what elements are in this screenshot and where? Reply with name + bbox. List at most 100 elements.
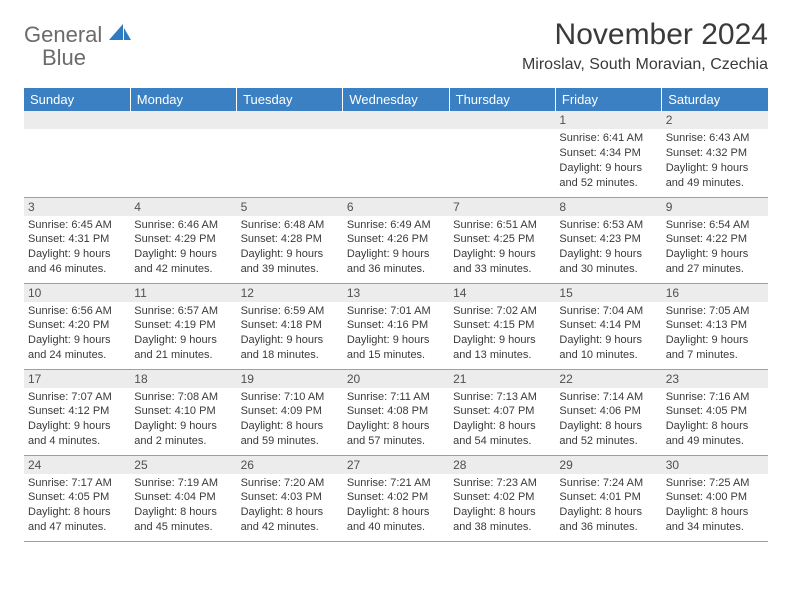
day-line: Sunset: 4:13 PM bbox=[666, 318, 764, 333]
day-line: Sunrise: 7:02 AM bbox=[453, 304, 551, 319]
day-line: and 59 minutes. bbox=[241, 434, 339, 449]
day-detail: Sunrise: 6:53 AMSunset: 4:23 PMDaylight:… bbox=[555, 216, 661, 277]
weekday-header: Saturday bbox=[662, 88, 768, 111]
day-line: Daylight: 8 hours bbox=[666, 419, 764, 434]
day-line: Sunrise: 7:05 AM bbox=[666, 304, 764, 319]
day-cell: 28Sunrise: 7:23 AMSunset: 4:02 PMDayligh… bbox=[449, 455, 555, 541]
day-cell: 27Sunrise: 7:21 AMSunset: 4:02 PMDayligh… bbox=[343, 455, 449, 541]
day-cell: 8Sunrise: 6:53 AMSunset: 4:23 PMDaylight… bbox=[555, 197, 661, 283]
day-line: Sunrise: 6:53 AM bbox=[559, 218, 657, 233]
day-line: Sunrise: 7:10 AM bbox=[241, 390, 339, 405]
day-line: Daylight: 8 hours bbox=[241, 505, 339, 520]
day-line: Sunrise: 6:48 AM bbox=[241, 218, 339, 233]
day-line: and 36 minutes. bbox=[347, 262, 445, 277]
day-line: Sunset: 4:01 PM bbox=[559, 490, 657, 505]
day-line: and 49 minutes. bbox=[666, 434, 764, 449]
day-cell: 12Sunrise: 6:59 AMSunset: 4:18 PMDayligh… bbox=[237, 283, 343, 369]
day-line: Sunset: 4:28 PM bbox=[241, 232, 339, 247]
day-line: and 24 minutes. bbox=[28, 348, 126, 363]
day-line: Sunset: 4:08 PM bbox=[347, 404, 445, 419]
day-line: Sunset: 4:02 PM bbox=[453, 490, 551, 505]
day-number: 30 bbox=[662, 456, 768, 474]
day-line: Sunrise: 7:24 AM bbox=[559, 476, 657, 491]
day-line: and 27 minutes. bbox=[666, 262, 764, 277]
title-block: November 2024 Miroslav, South Moravian, … bbox=[522, 18, 768, 74]
day-line: Sunset: 4:03 PM bbox=[241, 490, 339, 505]
day-line: Sunset: 4:32 PM bbox=[666, 146, 764, 161]
empty-cell bbox=[449, 111, 555, 197]
empty-cell bbox=[24, 111, 130, 197]
day-detail: Sunrise: 7:07 AMSunset: 4:12 PMDaylight:… bbox=[24, 388, 130, 449]
day-number: 27 bbox=[343, 456, 449, 474]
day-cell: 21Sunrise: 7:13 AMSunset: 4:07 PMDayligh… bbox=[449, 369, 555, 455]
day-line: Sunset: 4:23 PM bbox=[559, 232, 657, 247]
day-line: Sunset: 4:16 PM bbox=[347, 318, 445, 333]
day-cell: 14Sunrise: 7:02 AMSunset: 4:15 PMDayligh… bbox=[449, 283, 555, 369]
day-number: 19 bbox=[237, 370, 343, 388]
day-line: Sunrise: 7:23 AM bbox=[453, 476, 551, 491]
day-cell: 11Sunrise: 6:57 AMSunset: 4:19 PMDayligh… bbox=[130, 283, 236, 369]
weekday-header: Sunday bbox=[24, 88, 130, 111]
day-line: Sunset: 4:15 PM bbox=[453, 318, 551, 333]
day-number: 9 bbox=[662, 198, 768, 216]
day-line: Daylight: 9 hours bbox=[666, 161, 764, 176]
day-line: and 57 minutes. bbox=[347, 434, 445, 449]
day-line: Sunset: 4:12 PM bbox=[28, 404, 126, 419]
day-line: and 13 minutes. bbox=[453, 348, 551, 363]
day-number: 10 bbox=[24, 284, 130, 302]
day-line: Daylight: 9 hours bbox=[666, 247, 764, 262]
day-line: Daylight: 8 hours bbox=[666, 505, 764, 520]
day-line: Daylight: 9 hours bbox=[134, 419, 232, 434]
empty-daynum bbox=[449, 111, 555, 129]
calendar-row: 24Sunrise: 7:17 AMSunset: 4:05 PMDayligh… bbox=[24, 455, 768, 541]
day-cell: 18Sunrise: 7:08 AMSunset: 4:10 PMDayligh… bbox=[130, 369, 236, 455]
day-line: Daylight: 9 hours bbox=[559, 333, 657, 348]
day-detail: Sunrise: 7:23 AMSunset: 4:02 PMDaylight:… bbox=[449, 474, 555, 535]
weekday-header: Tuesday bbox=[237, 88, 343, 111]
day-number: 18 bbox=[130, 370, 236, 388]
day-detail: Sunrise: 7:02 AMSunset: 4:15 PMDaylight:… bbox=[449, 302, 555, 363]
day-line: Sunrise: 6:45 AM bbox=[28, 218, 126, 233]
day-number: 2 bbox=[662, 111, 768, 129]
day-cell: 30Sunrise: 7:25 AMSunset: 4:00 PMDayligh… bbox=[662, 455, 768, 541]
day-line: Daylight: 9 hours bbox=[241, 333, 339, 348]
day-line: Daylight: 8 hours bbox=[28, 505, 126, 520]
day-line: Sunrise: 7:20 AM bbox=[241, 476, 339, 491]
day-number: 3 bbox=[24, 198, 130, 216]
day-line: Daylight: 9 hours bbox=[666, 333, 764, 348]
day-line: and 33 minutes. bbox=[453, 262, 551, 277]
day-number: 22 bbox=[555, 370, 661, 388]
day-detail: Sunrise: 7:25 AMSunset: 4:00 PMDaylight:… bbox=[662, 474, 768, 535]
day-line: Sunset: 4:34 PM bbox=[559, 146, 657, 161]
day-line: Sunset: 4:29 PM bbox=[134, 232, 232, 247]
day-line: Sunset: 4:09 PM bbox=[241, 404, 339, 419]
day-detail: Sunrise: 7:04 AMSunset: 4:14 PMDaylight:… bbox=[555, 302, 661, 363]
day-number: 21 bbox=[449, 370, 555, 388]
day-line: and 52 minutes. bbox=[559, 176, 657, 191]
day-number: 26 bbox=[237, 456, 343, 474]
calendar-row: 1 Sunrise: 6:41 AMSunset: 4:34 PM Daylight… bbox=[24, 111, 768, 197]
day-line: Daylight: 8 hours bbox=[241, 419, 339, 434]
day-line: Sunset: 4:22 PM bbox=[666, 232, 764, 247]
day-line: and 46 minutes. bbox=[28, 262, 126, 277]
day-number: 6 bbox=[343, 198, 449, 216]
empty-daynum bbox=[237, 111, 343, 129]
day-detail: Sunrise: 7:08 AMSunset: 4:10 PMDaylight:… bbox=[130, 388, 236, 449]
empty-cell bbox=[237, 111, 343, 197]
day-line: and 4 minutes. bbox=[28, 434, 126, 449]
day-cell: 5Sunrise: 6:48 AMSunset: 4:28 PMDaylight… bbox=[237, 197, 343, 283]
day-number: 1 bbox=[555, 111, 661, 129]
day-line: Sunrise: 7:14 AM bbox=[559, 390, 657, 405]
day-line: Daylight: 9 hours bbox=[559, 247, 657, 262]
day-cell: 4Sunrise: 6:46 AMSunset: 4:29 PMDaylight… bbox=[130, 197, 236, 283]
day-line: Sunset: 4:06 PM bbox=[559, 404, 657, 419]
day-line: Sunrise: 6:49 AM bbox=[347, 218, 445, 233]
day-line: Daylight: 9 hours bbox=[134, 247, 232, 262]
day-line: Sunset: 4:31 PM bbox=[28, 232, 126, 247]
day-line: and 36 minutes. bbox=[559, 520, 657, 535]
day-line: Sunrise: 6:41 AM bbox=[559, 131, 657, 146]
day-line: Daylight: 8 hours bbox=[134, 505, 232, 520]
day-cell: 19 Sunrise: 7:10 AMSunset: 4:09 PMDayligh… bbox=[237, 369, 343, 455]
day-cell: 15Sunrise: 7:04 AMSunset: 4:14 PMDayligh… bbox=[555, 283, 661, 369]
calendar-page: General Blue November 2024 Miroslav, Sou… bbox=[0, 0, 792, 542]
